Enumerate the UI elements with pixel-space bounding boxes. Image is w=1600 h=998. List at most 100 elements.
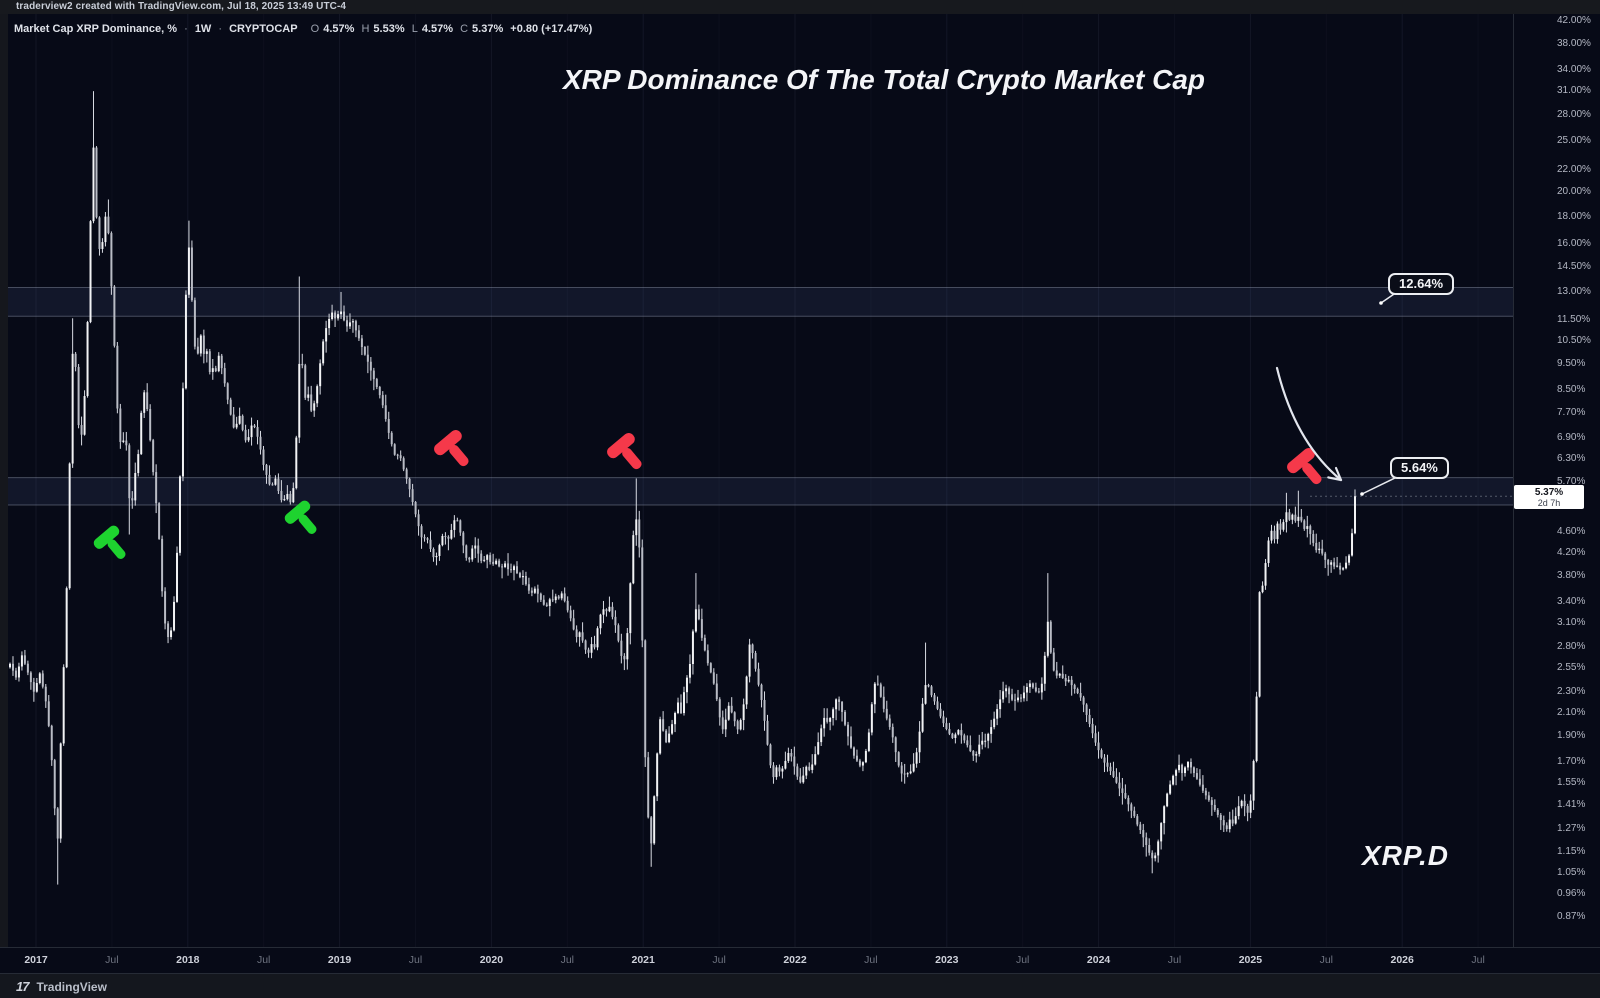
candle-body xyxy=(718,699,721,718)
candle-body xyxy=(802,775,805,783)
candle-body xyxy=(1034,687,1037,692)
support-resistance-zone[interactable] xyxy=(8,477,1513,505)
candle-body xyxy=(1008,688,1011,695)
tradingview-brand[interactable]: TradingView xyxy=(36,979,107,994)
candle-body xyxy=(659,719,662,754)
time-axis[interactable]: 2017 Jul 2018 Jul 2019 Jul 2020 Jul 2021 Jul 2022 J… xyxy=(0,947,1600,974)
candle-body xyxy=(1031,683,1034,688)
candle-body xyxy=(1315,542,1318,551)
candle-wick xyxy=(1115,768,1117,784)
candle-body xyxy=(146,392,149,409)
gavel-green-icon[interactable] xyxy=(92,524,135,568)
candle-body xyxy=(1037,691,1040,693)
candle-wick xyxy=(907,772,909,778)
candle-body xyxy=(184,294,187,389)
candle-wick xyxy=(486,553,488,569)
price-callout-lower[interactable]: 5.64% xyxy=(1390,457,1449,479)
candle-body xyxy=(861,762,864,766)
candle-wick xyxy=(910,764,912,775)
candle-body xyxy=(1285,512,1288,523)
candle-body xyxy=(515,566,518,574)
candle-body xyxy=(220,355,223,369)
interval-label[interactable]: 1W xyxy=(194,23,212,35)
candle-body xyxy=(402,458,405,470)
candle-body xyxy=(614,616,617,626)
symbol-title[interactable]: Market Cap XRP Dominance, % xyxy=(14,23,178,35)
candle-body xyxy=(1186,761,1189,768)
price-tick-label: 18.00% xyxy=(1557,210,1591,222)
price-tick-label: 9.50% xyxy=(1557,358,1586,370)
symbol-legend[interactable]: Market Cap XRP Dominance, % · 1W · CRYPT… xyxy=(14,23,596,35)
candle-body xyxy=(1082,697,1085,705)
candle-body xyxy=(733,712,736,722)
candle-wick xyxy=(1017,689,1019,703)
candle-body xyxy=(1264,563,1267,586)
annotation-arrow[interactable] xyxy=(1275,366,1343,482)
gavel-red-icon[interactable] xyxy=(1285,446,1332,493)
candle-body xyxy=(1088,714,1091,724)
gavel-green-icon[interactable] xyxy=(283,499,326,543)
candle-wick xyxy=(456,517,458,522)
candle-wick xyxy=(301,353,303,369)
candle-body xyxy=(337,314,340,319)
candle-body xyxy=(1309,526,1312,535)
candle-body xyxy=(1345,562,1348,569)
price-tick-label: 1.05% xyxy=(1557,867,1586,879)
candle-wick xyxy=(427,537,429,544)
candle-body xyxy=(533,588,536,593)
price-callout-upper[interactable]: 12.64% xyxy=(1388,273,1455,295)
support-resistance-zone[interactable] xyxy=(8,287,1513,317)
candle-body xyxy=(372,370,375,380)
plot-area[interactable] xyxy=(8,14,1513,947)
candle-body xyxy=(1052,652,1055,671)
tradingview-logo-icon[interactable]: 17 xyxy=(16,979,30,994)
candle-body xyxy=(838,699,841,702)
candle-body xyxy=(116,345,119,409)
candle-body xyxy=(1354,496,1356,534)
candle-wick xyxy=(799,768,801,784)
candle-body xyxy=(981,740,984,745)
candle-body xyxy=(351,321,354,323)
price-tick-label: 0.87% xyxy=(1557,910,1586,922)
price-tick-label: 16.00% xyxy=(1557,237,1591,249)
candle-body xyxy=(560,593,563,599)
candle-body xyxy=(536,588,539,594)
candle-body xyxy=(593,644,596,648)
candle-wick xyxy=(981,731,983,750)
candle-body xyxy=(274,478,277,485)
candle-body xyxy=(1079,693,1082,698)
candle-wick xyxy=(236,416,238,430)
candle-wick xyxy=(925,642,927,705)
candle-body xyxy=(784,760,787,769)
candle-wick xyxy=(1324,551,1326,569)
candle-body xyxy=(1094,733,1097,743)
candle-body xyxy=(510,569,513,571)
candle-wick xyxy=(334,310,336,327)
candle-body xyxy=(23,655,26,664)
candle-body xyxy=(599,614,602,629)
candle-body xyxy=(1124,793,1127,798)
time-tick-month: Jul xyxy=(1319,954,1334,966)
candle-body xyxy=(241,415,244,430)
attribution-bar: traderview2 created with TradingView.com… xyxy=(0,0,1600,14)
candle-body xyxy=(1255,696,1258,762)
gavel-red-icon[interactable] xyxy=(432,428,479,475)
candle-body xyxy=(310,394,313,411)
candle-body xyxy=(620,640,623,656)
candle-body xyxy=(1049,621,1052,653)
price-tick-label: 22.00% xyxy=(1557,164,1591,176)
gavel-red-icon[interactable] xyxy=(605,431,652,478)
exchange-label[interactable]: CRYPTOCAP xyxy=(229,23,298,35)
candle-wick xyxy=(975,751,977,763)
time-tick-month: Jul xyxy=(256,954,271,966)
time-tick-month: Jul xyxy=(864,954,878,966)
price-axis[interactable]: 42.00% 38.00% 34.00% 31.00% 28.00% 25.00% 22.0… xyxy=(1513,14,1600,947)
candle-body xyxy=(98,217,101,249)
candle-body xyxy=(823,717,826,729)
candle-body xyxy=(870,704,873,733)
candle-wick xyxy=(1151,850,1153,874)
candle-body xyxy=(605,609,608,612)
candle-body xyxy=(706,650,709,664)
candle-wick xyxy=(549,597,551,617)
